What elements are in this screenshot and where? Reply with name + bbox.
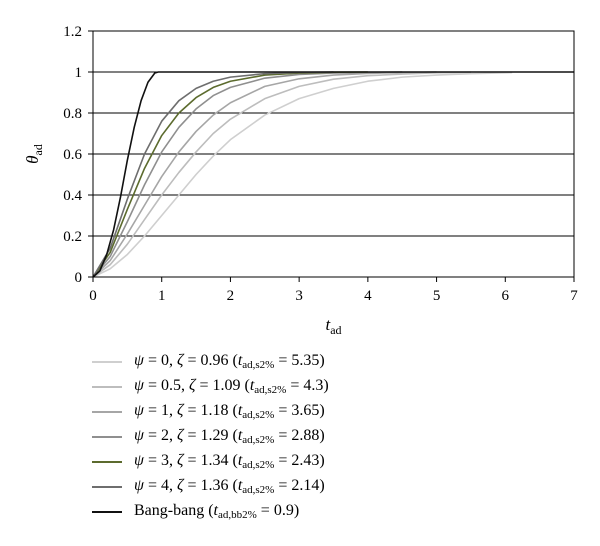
y-tick-label: 0.4 — [63, 188, 82, 204]
y-tick-label: 0.6 — [63, 147, 82, 163]
x-tick-label: 4 — [364, 288, 372, 304]
legend-swatch — [92, 410, 122, 413]
legend-label: ψ = 2, ζ = 1.29 (tad,s2% = 2.88) — [134, 427, 325, 446]
legend-label: ψ = 0, ζ = 0.96 (tad,s2% = 5.35) — [134, 352, 325, 371]
legend-item: ψ = 1, ζ = 1.18 (tad,s2% = 3.65) — [92, 399, 512, 424]
legend-item: ψ = 4, ζ = 1.36 (tad,s2% = 2.14) — [92, 474, 512, 499]
series-line-5 — [92, 71, 334, 278]
x-tick-label: 6 — [502, 288, 510, 304]
y-axis-title: θad — [23, 144, 45, 164]
y-tick-label: 0 — [75, 270, 83, 286]
legend-swatch — [92, 385, 122, 388]
series-line-1 — [92, 71, 471, 278]
legend-item: ψ = 3, ζ = 1.34 (tad,s2% = 2.43) — [92, 449, 512, 474]
x-tick-label: 1 — [158, 288, 166, 304]
series-line-0 — [92, 71, 513, 278]
y-tick-label: 0.8 — [63, 106, 82, 122]
series-lines — [92, 71, 574, 278]
x-tick-label: 7 — [570, 288, 578, 304]
series-line-2 — [92, 71, 437, 278]
x-tick-label: 3 — [295, 288, 303, 304]
legend-label: Bang-bang (tad,bb2% = 0.9) — [134, 502, 300, 521]
legend-swatch — [92, 435, 122, 438]
legend-swatch — [92, 360, 122, 363]
x-tick-label: 2 — [227, 288, 235, 304]
legend-label: ψ = 0.5, ζ = 1.09 (tad,s2% = 4.3) — [134, 377, 329, 396]
legend-item: Bang-bang (tad,bb2% = 0.9) — [92, 499, 512, 524]
legend-swatch — [92, 485, 122, 488]
legend-label: ψ = 4, ζ = 1.36 (tad,s2% = 2.14) — [134, 477, 325, 496]
y-tick-label: 1.2 — [63, 24, 82, 40]
legend-item: ψ = 2, ζ = 1.29 (tad,s2% = 2.88) — [92, 424, 512, 449]
legend-label: ψ = 3, ζ = 1.34 (tad,s2% = 2.43) — [134, 452, 325, 471]
x-axis-title: tad — [325, 315, 341, 337]
legend-item: ψ = 0, ζ = 0.96 (tad,s2% = 5.35) — [92, 349, 512, 374]
tick-labels: 0 1 2 3 4 5 6 7 0 0.2 0.4 0.6 0.8 1 1.2 — [63, 24, 578, 304]
legend-item: ψ = 0.5, ζ = 1.09 (tad,s2% = 4.3) — [92, 374, 512, 399]
y-tick-label: 0.2 — [63, 229, 82, 245]
x-tick-label: 5 — [433, 288, 441, 304]
x-tick-label: 0 — [89, 288, 97, 304]
ticks — [88, 30, 575, 282]
legend-swatch — [92, 460, 122, 463]
legend: ψ = 0, ζ = 0.96 (tad,s2% = 5.35) ψ = 0.5,… — [92, 349, 512, 524]
legend-swatch — [92, 510, 122, 513]
series-line-3 — [92, 71, 403, 278]
legend-label: ψ = 1, ζ = 1.18 (tad,s2% = 3.65) — [134, 402, 325, 421]
series-line-6 — [92, 71, 574, 278]
y-tick-label: 1 — [75, 65, 83, 81]
